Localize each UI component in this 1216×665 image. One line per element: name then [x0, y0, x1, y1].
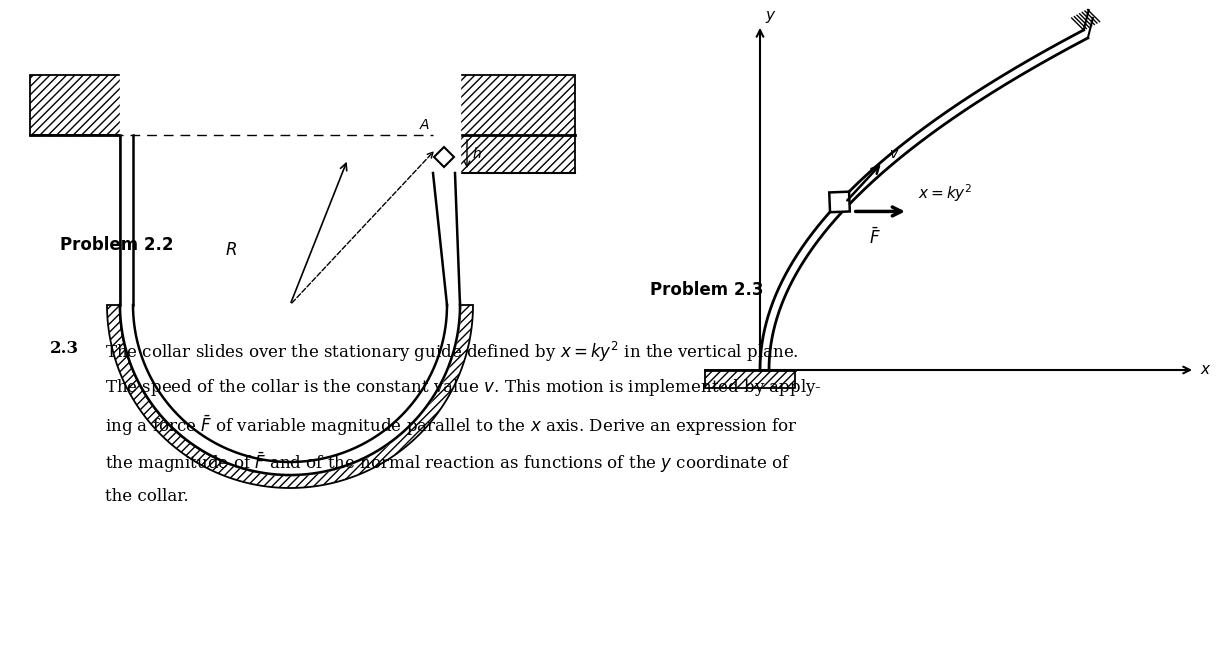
Polygon shape	[434, 147, 454, 167]
Text: Problem 2.3: Problem 2.3	[651, 281, 764, 299]
Polygon shape	[829, 192, 850, 212]
Text: 2.3: 2.3	[50, 340, 79, 357]
Polygon shape	[433, 75, 575, 173]
Text: $y$: $y$	[765, 9, 777, 25]
Text: $x$: $x$	[1200, 362, 1211, 378]
Text: $v$: $v$	[889, 147, 899, 161]
Polygon shape	[705, 370, 795, 388]
Text: The speed of the collar is the constant value $v$. This motion is implemented by: The speed of the collar is the constant …	[105, 377, 822, 398]
Polygon shape	[107, 305, 473, 488]
Text: Problem 2.2: Problem 2.2	[60, 236, 174, 254]
Text: ing a force $\bar{F}$ of variable magnitude parallel to the $x$ axis. Derive an : ing a force $\bar{F}$ of variable magnit…	[105, 414, 798, 438]
Polygon shape	[30, 75, 154, 135]
Text: $h$: $h$	[472, 146, 482, 162]
Text: $x = ky^2$: $x = ky^2$	[918, 183, 973, 204]
Text: $A$: $A$	[418, 118, 430, 132]
Text: the magnitude of $\bar{F}$ and of the normal reaction as functions of the $y$ co: the magnitude of $\bar{F}$ and of the no…	[105, 451, 790, 475]
Text: the collar.: the collar.	[105, 488, 188, 505]
Text: $R$: $R$	[225, 241, 237, 259]
Text: The collar slides over the stationary guide defined by $x = ky^2$ in the vertica: The collar slides over the stationary gu…	[105, 340, 799, 364]
Text: $\bar{F}$: $\bar{F}$	[869, 227, 880, 248]
